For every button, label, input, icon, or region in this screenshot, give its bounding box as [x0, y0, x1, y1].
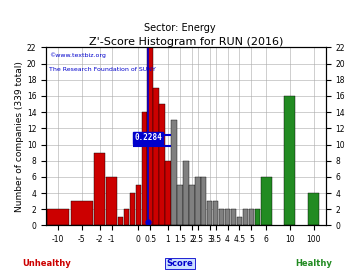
Bar: [159, 104, 165, 225]
Bar: [237, 217, 242, 225]
Bar: [183, 161, 189, 225]
Bar: [219, 209, 224, 225]
Bar: [189, 185, 194, 225]
Bar: [141, 112, 147, 225]
Bar: [47, 209, 69, 225]
Bar: [225, 209, 230, 225]
Bar: [171, 120, 177, 225]
Title: Z'-Score Histogram for RUN (2016): Z'-Score Histogram for RUN (2016): [89, 37, 283, 47]
Bar: [153, 88, 159, 225]
Bar: [308, 193, 319, 225]
Text: The Research Foundation of SUNY: The Research Foundation of SUNY: [49, 67, 156, 72]
Bar: [94, 153, 105, 225]
Bar: [148, 47, 153, 225]
Bar: [195, 177, 201, 225]
Bar: [165, 161, 171, 225]
Bar: [136, 185, 141, 225]
Bar: [207, 201, 212, 225]
Bar: [177, 185, 183, 225]
Bar: [248, 209, 254, 225]
Bar: [118, 217, 123, 225]
Bar: [213, 201, 219, 225]
Bar: [71, 201, 93, 225]
Text: Score: Score: [167, 259, 193, 268]
Text: ©www.textbiz.org: ©www.textbiz.org: [49, 53, 106, 58]
Text: 0.2284: 0.2284: [134, 133, 162, 143]
Text: Healthy: Healthy: [295, 259, 332, 268]
Bar: [201, 177, 207, 225]
Text: Unhealthy: Unhealthy: [22, 259, 71, 268]
Y-axis label: Number of companies (339 total): Number of companies (339 total): [15, 61, 24, 212]
Bar: [261, 177, 272, 225]
Bar: [243, 209, 248, 225]
Bar: [255, 209, 260, 225]
Bar: [130, 193, 135, 225]
Bar: [284, 96, 296, 225]
Text: Sector: Energy: Sector: Energy: [144, 23, 216, 33]
Bar: [231, 209, 236, 225]
Bar: [106, 177, 117, 225]
Bar: [124, 209, 129, 225]
